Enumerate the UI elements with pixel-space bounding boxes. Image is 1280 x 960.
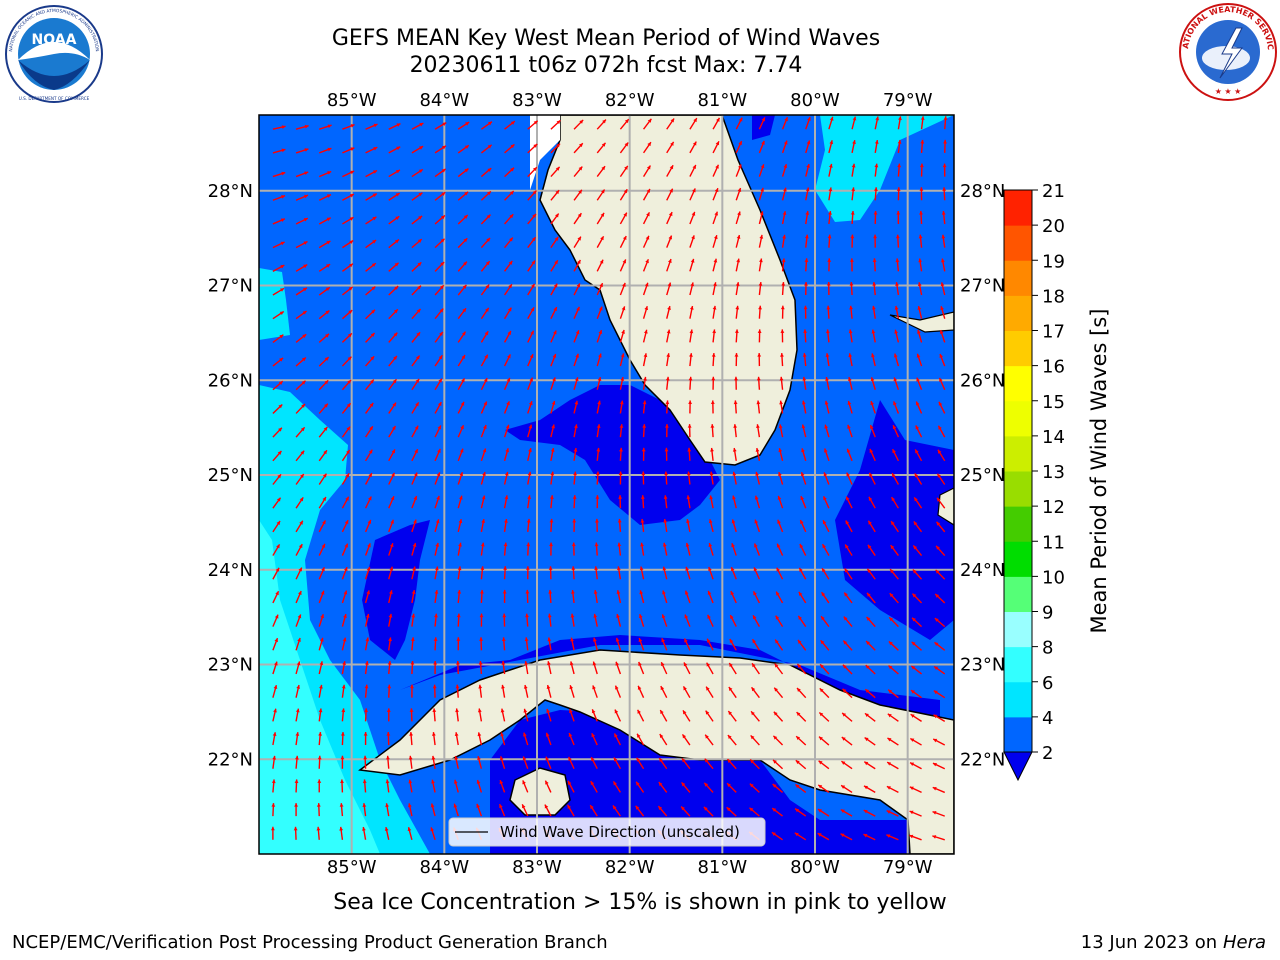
wind-wave-direction-vectors xyxy=(270,116,948,841)
colorbar-segment xyxy=(1004,330,1032,367)
plot-title: GEFS MEAN Key West Mean Period of Wind W… xyxy=(331,26,881,51)
lon-tick-label: 81°W xyxy=(697,857,747,878)
colorbar-segment xyxy=(1004,365,1032,402)
lat-tick-label: 26°N xyxy=(960,370,1005,391)
colorbar-segment xyxy=(1004,576,1032,612)
lon-tick-label: 83°W xyxy=(512,90,562,111)
colorbar-segment xyxy=(1004,260,1032,296)
colorbar-tick-label: 9 xyxy=(1042,603,1053,624)
lon-tick-label: 85°W xyxy=(327,90,377,111)
colorbar-segment xyxy=(1004,646,1032,683)
lon-tick-label: 84°W xyxy=(419,90,469,111)
land-cuba xyxy=(358,649,954,854)
lat-tick-label: 23°N xyxy=(208,655,253,676)
lat-tick-labels-right: 28°N 27°N 26°N 25°N 24°N 23°N 22°N xyxy=(960,181,1005,770)
field-lt2-s-ne-corner xyxy=(752,115,775,140)
legend-label: Wind Wave Direction (unscaled) xyxy=(500,823,740,841)
lat-tick-label: 27°N xyxy=(960,276,1005,297)
colorbar-tick-label: 14 xyxy=(1042,427,1065,448)
colorbar-tick-label: 16 xyxy=(1042,357,1065,378)
field-lt2-s-keys xyxy=(505,385,720,525)
colorbar-tick-label: 10 xyxy=(1042,567,1065,588)
lat-tick-label: 27°N xyxy=(208,276,253,297)
colorbar-label: Mean Period of Wind Waves [s] xyxy=(1087,309,1111,634)
lon-tick-label: 79°W xyxy=(883,90,933,111)
land-grand-bahama xyxy=(889,311,954,333)
lon-tick-label: 83°W xyxy=(512,857,562,878)
colorbar-tick-label: 19 xyxy=(1042,251,1065,272)
colorbar-segment xyxy=(1004,506,1032,542)
colorbar-tick-label: 15 xyxy=(1042,392,1065,413)
land-andros xyxy=(937,487,954,526)
lat-tick-label: 24°N xyxy=(960,560,1005,581)
colorbar-tick-label: 2 xyxy=(1042,743,1053,764)
colorbar-segment xyxy=(1004,225,1032,261)
lon-tick-labels-bottom: 85°W 84°W 83°W 82°W 81°W 80°W 79°W xyxy=(327,857,933,878)
colorbar-tick-label: 18 xyxy=(1042,286,1065,307)
lon-tick-label: 84°W xyxy=(419,857,469,878)
gridlines xyxy=(259,115,954,854)
colorbar-segment xyxy=(1004,681,1032,718)
noaa-logo-text: NOAA xyxy=(32,32,77,48)
map-legend: Wind Wave Direction (unscaled) xyxy=(448,817,766,847)
lat-tick-label: 26°N xyxy=(208,370,253,391)
lat-tick-label: 25°N xyxy=(960,465,1005,486)
lon-tick-label: 80°W xyxy=(790,90,840,111)
noaa-logo: NOAA NATIONAL OCEANIC AND ATMOSPHERIC AD… xyxy=(5,5,103,103)
colorbar-tick-label: 21 xyxy=(1042,181,1065,202)
field-4-6-s-ne xyxy=(815,115,954,222)
colorbar-segment xyxy=(1004,295,1032,331)
svg-text:★ ★ ★: ★ ★ ★ xyxy=(1215,87,1242,96)
lon-tick-label: 82°W xyxy=(605,857,655,878)
lon-tick-label: 80°W xyxy=(790,857,840,878)
lat-tick-label: 23°N xyxy=(960,655,1005,676)
colorbar-tick-label: 8 xyxy=(1042,638,1053,659)
map-area xyxy=(259,115,954,854)
lon-tick-label: 79°W xyxy=(883,857,933,878)
colorbar-tick-label: 17 xyxy=(1042,322,1065,343)
colorbar-tick-label: 13 xyxy=(1042,462,1065,483)
footer-branch: NCEP/EMC/Verification Post Processing Pr… xyxy=(12,932,608,953)
colorbar-tick-label: 4 xyxy=(1042,708,1053,729)
lon-tick-label: 81°W xyxy=(697,90,747,111)
footer-date: 13 Jun 2023 on Hera xyxy=(1080,932,1266,953)
colorbar-segment xyxy=(1004,190,1032,226)
colorbar: 2 4 6 8 9 10 11 12 13 14 15 16 17 18 19 20 21 xyxy=(1003,181,1065,782)
lat-tick-label: 22°N xyxy=(960,749,1005,770)
lat-tick-label: 28°N xyxy=(960,181,1005,202)
lat-tick-label: 22°N xyxy=(208,749,253,770)
colorbar-segment xyxy=(1004,611,1032,648)
lat-tick-label: 24°N xyxy=(208,560,253,581)
nws-logo: NATIONAL WEATHER SERVICE ★ ★ ★ xyxy=(1176,2,1277,101)
sea-ice-note: Sea Ice Concentration > 15% is shown in … xyxy=(333,890,947,915)
colorbar-tick-label: 11 xyxy=(1042,532,1065,553)
colorbar-extend-min xyxy=(1003,751,1033,782)
colorbar-tick-label: 12 xyxy=(1042,497,1065,518)
colorbar-segment xyxy=(1004,471,1032,507)
field-6-8-s-sw xyxy=(259,520,380,854)
svg-text:U.S. DEPARTMENT OF COMMERCE: U.S. DEPARTMENT OF COMMERCE xyxy=(19,96,90,101)
lat-tick-label: 25°N xyxy=(208,465,253,486)
colorbar-segment xyxy=(1004,541,1032,577)
field-lt2-s-gulf xyxy=(362,520,430,660)
footer-host: Hera xyxy=(1222,932,1266,953)
map-frame xyxy=(258,114,955,855)
colorbar-tick-label: 6 xyxy=(1042,673,1053,694)
lon-tick-label: 85°W xyxy=(327,857,377,878)
field-lt2-s-cuba-north xyxy=(400,635,940,730)
colorbar-segment xyxy=(1004,716,1032,753)
plot-subtitle-forecast: 20230611 t06z 072h fcst Max: 7.74 xyxy=(409,53,803,78)
colorbar-segment xyxy=(1004,400,1032,437)
colorbar-tick-label: 20 xyxy=(1042,216,1065,237)
lon-tick-label: 82°W xyxy=(605,90,655,111)
lon-tick-labels-top: 85°W 84°W 83°W 82°W 81°W 80°W 79°W xyxy=(327,90,933,111)
land-isla-juventud xyxy=(509,767,571,816)
lat-tick-label: 28°N xyxy=(208,181,253,202)
field-lt2-s-bahamas xyxy=(835,400,954,640)
lat-tick-labels-left: 28°N 27°N 26°N 25°N 24°N 23°N 22°N xyxy=(208,181,253,770)
colorbar-segment xyxy=(1004,435,1032,472)
